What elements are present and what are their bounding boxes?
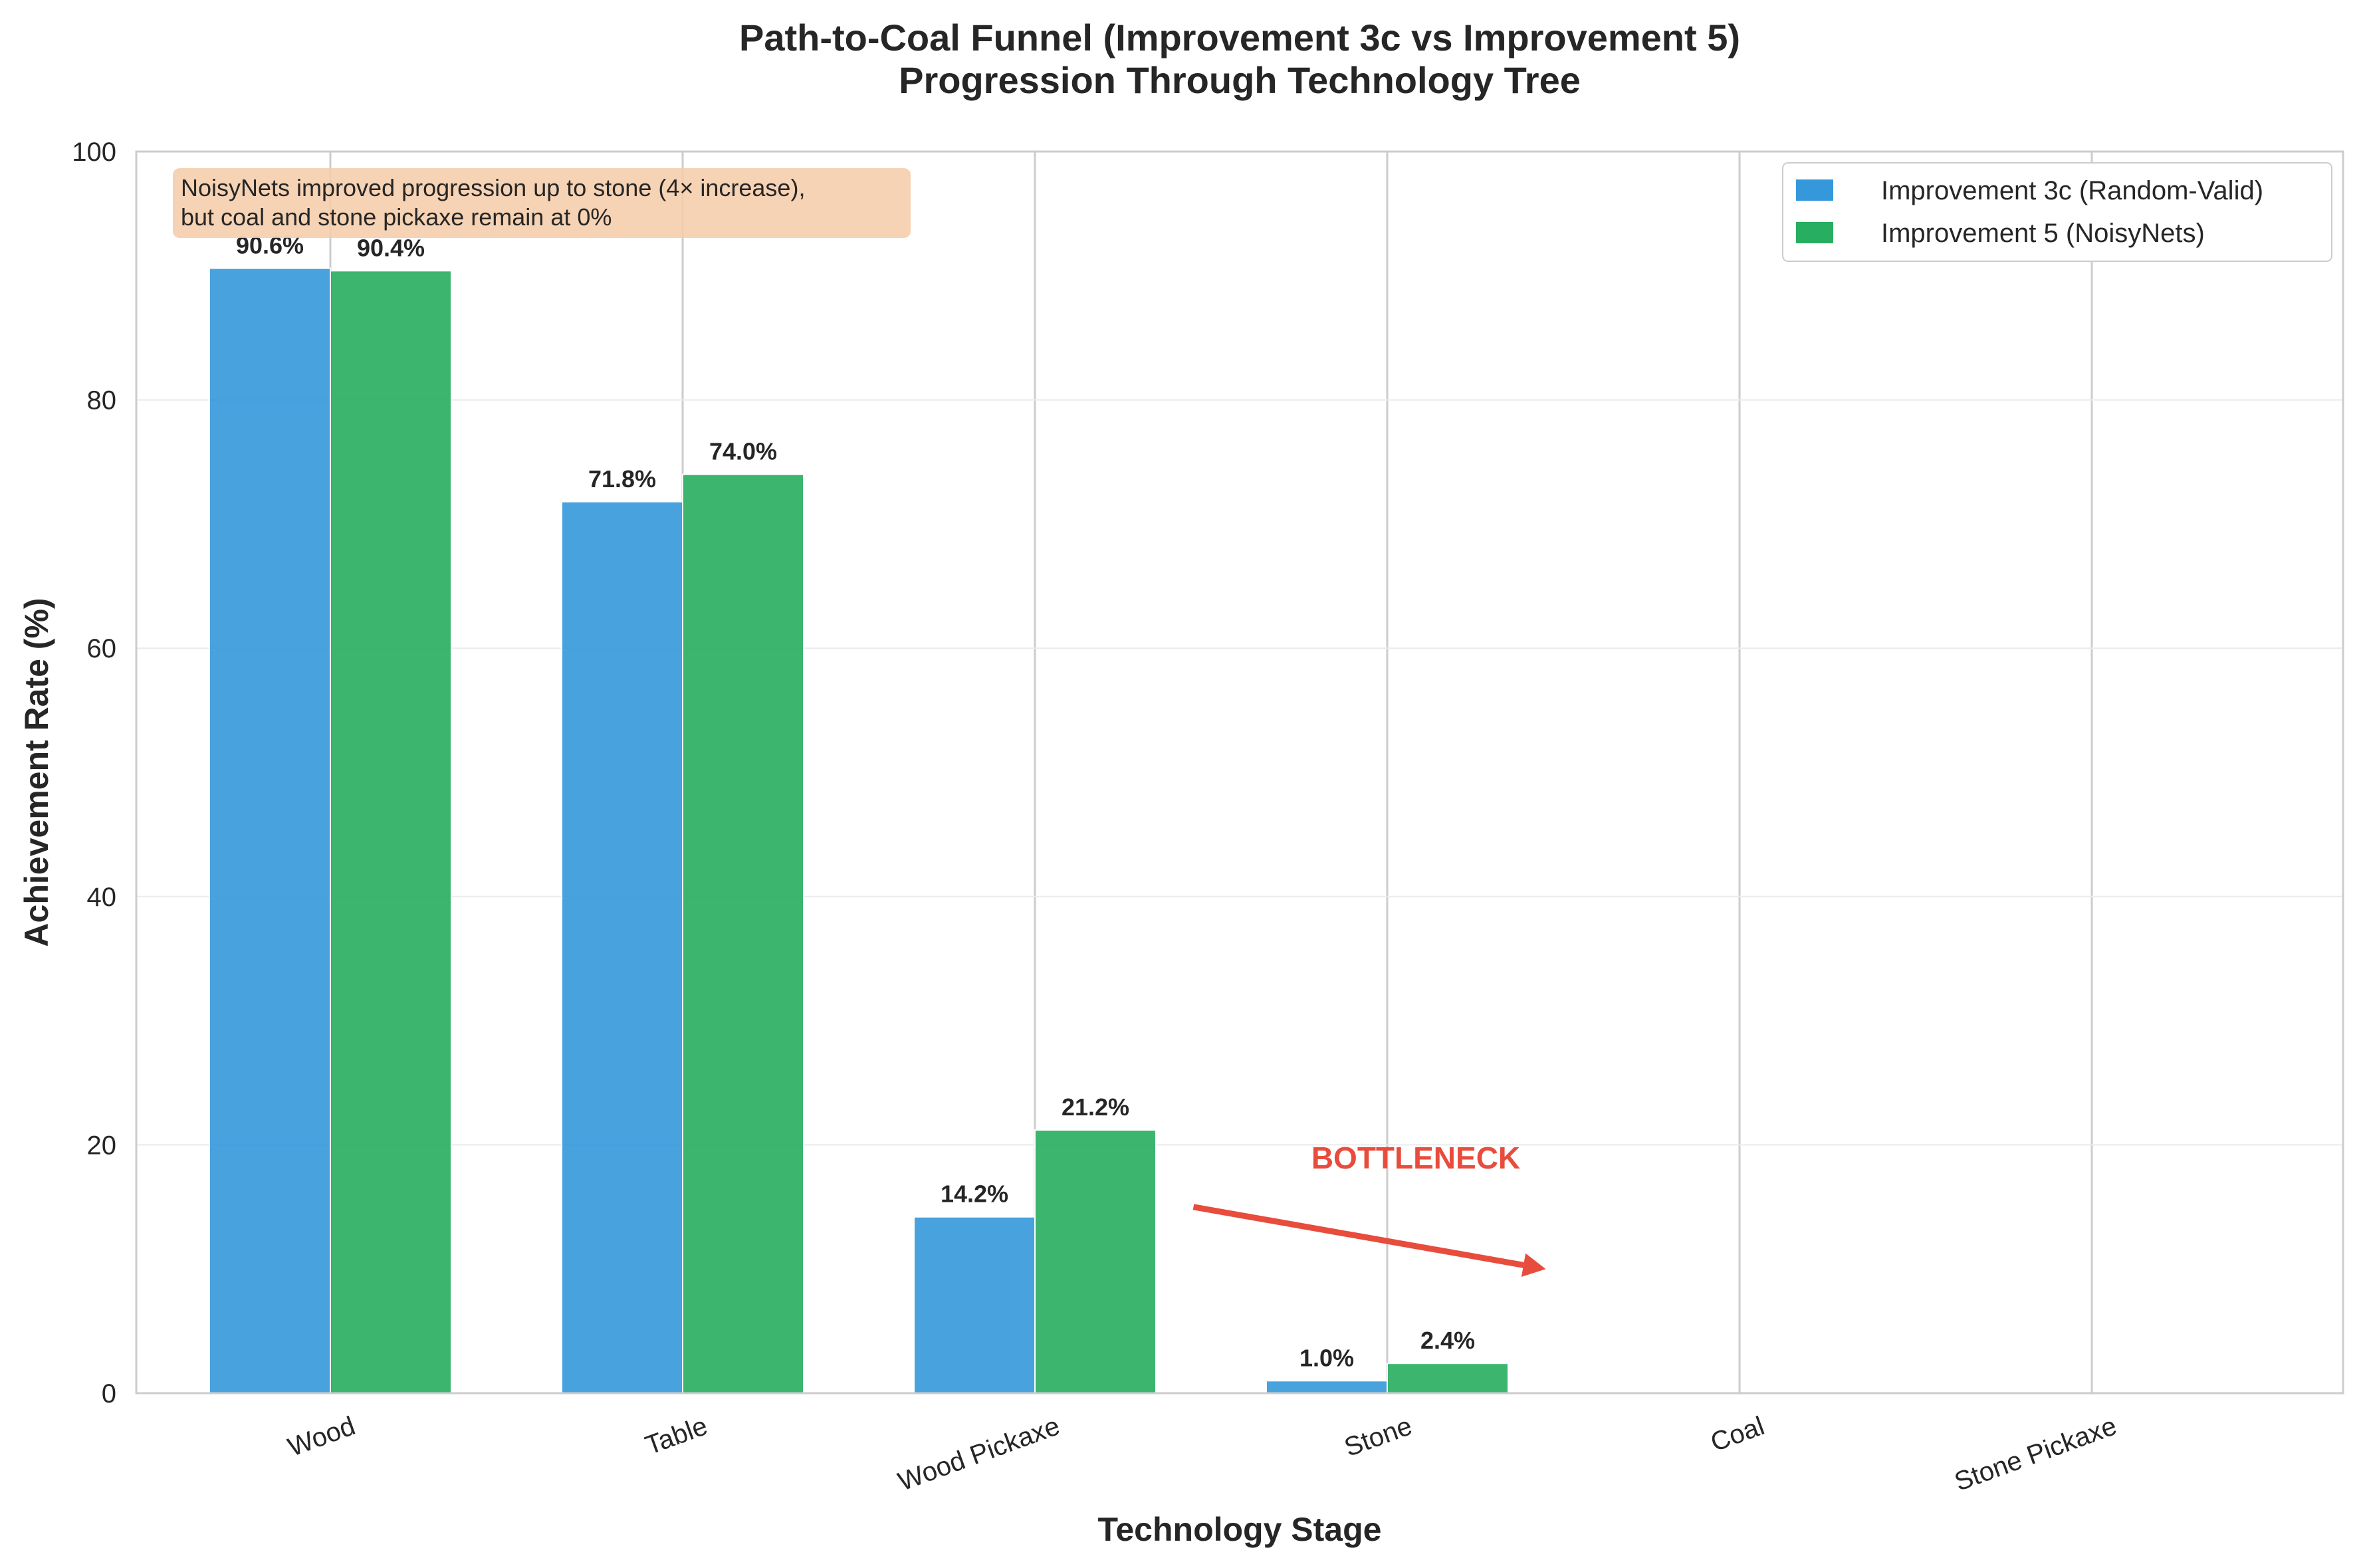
- bar: [330, 270, 452, 1394]
- data-label: 71.8%: [588, 465, 656, 493]
- y-axis-ticks: 0 20 40 60 80 100: [72, 138, 116, 1408]
- chart-subtitle: Progression Through Technology Tree: [899, 59, 1581, 101]
- data-labels: 90.6%71.8%14.2%1.0%90.4%74.0%21.2%2.4%: [236, 232, 1475, 1372]
- data-label: 14.2%: [941, 1180, 1008, 1208]
- legend-box: [1782, 162, 2332, 262]
- x-tick-label: Table: [641, 1411, 711, 1460]
- bottleneck-arrow: [1192, 1204, 1546, 1278]
- annotation-line-2: but coal and stone pickaxe remain at 0%: [181, 203, 612, 231]
- data-label: 1.0%: [1299, 1344, 1354, 1371]
- bars: [209, 267, 1509, 1395]
- annotation-note: NoisyNets improved progression up to sto…: [173, 168, 911, 238]
- y-axis-label: Achievement Rate (%): [18, 598, 55, 947]
- x-tick-label: Wood Pickaxe: [894, 1411, 1064, 1497]
- x-axis-ticks: Wood Table Wood Pickaxe Stone Coal Stone Pick…: [284, 1411, 2121, 1497]
- legend-swatch: [1796, 179, 1833, 201]
- legend: Improvement 3c (Random-Valid) Improvemen…: [1782, 162, 2332, 262]
- bar: [1034, 1129, 1157, 1394]
- chart-title: Path-to-Coal Funnel (Improvement 3c vs I…: [739, 17, 1740, 58]
- x-tick-label: Coal: [1707, 1411, 1768, 1457]
- bar: [1266, 1380, 1388, 1395]
- bar: [1387, 1363, 1509, 1394]
- x-tick-label: Wood: [284, 1411, 360, 1462]
- y-tick-label: 0: [102, 1379, 116, 1408]
- plot-frame: [135, 150, 2344, 1395]
- arrow-shaft: [1192, 1204, 1524, 1268]
- bar: [682, 473, 804, 1394]
- y-tick-label: 20: [87, 1131, 117, 1160]
- annotation-box: [173, 168, 911, 238]
- legend-swatch: [1796, 222, 1833, 243]
- arrow-head: [1521, 1253, 1546, 1278]
- bottleneck-label: BOTTLENECK: [1311, 1141, 1520, 1175]
- annotation-line-1: NoisyNets improved progression up to sto…: [181, 174, 805, 201]
- data-label: 2.4%: [1420, 1327, 1475, 1354]
- y-tick-label: 60: [87, 634, 117, 663]
- bar: [209, 267, 331, 1394]
- data-label: 21.2%: [1062, 1093, 1129, 1121]
- y-tick-label: 100: [72, 138, 116, 167]
- legend-entry-2: Improvement 5 (NoisyNets): [1881, 219, 2205, 248]
- legend-entry-1: Improvement 3c (Random-Valid): [1881, 176, 2263, 205]
- bar: [561, 501, 683, 1394]
- x-axis-label: Technology Stage: [1098, 1511, 1382, 1548]
- data-label: 90.4%: [357, 234, 425, 261]
- x-tick-label: Stone: [1341, 1411, 1416, 1462]
- y-tick-label: 40: [87, 883, 117, 912]
- bar: [913, 1216, 1036, 1395]
- data-label: 74.0%: [709, 438, 777, 465]
- y-tick-label: 80: [87, 386, 117, 415]
- grid: [136, 151, 2343, 1394]
- x-tick-label: Stone Pickaxe: [1951, 1411, 2120, 1497]
